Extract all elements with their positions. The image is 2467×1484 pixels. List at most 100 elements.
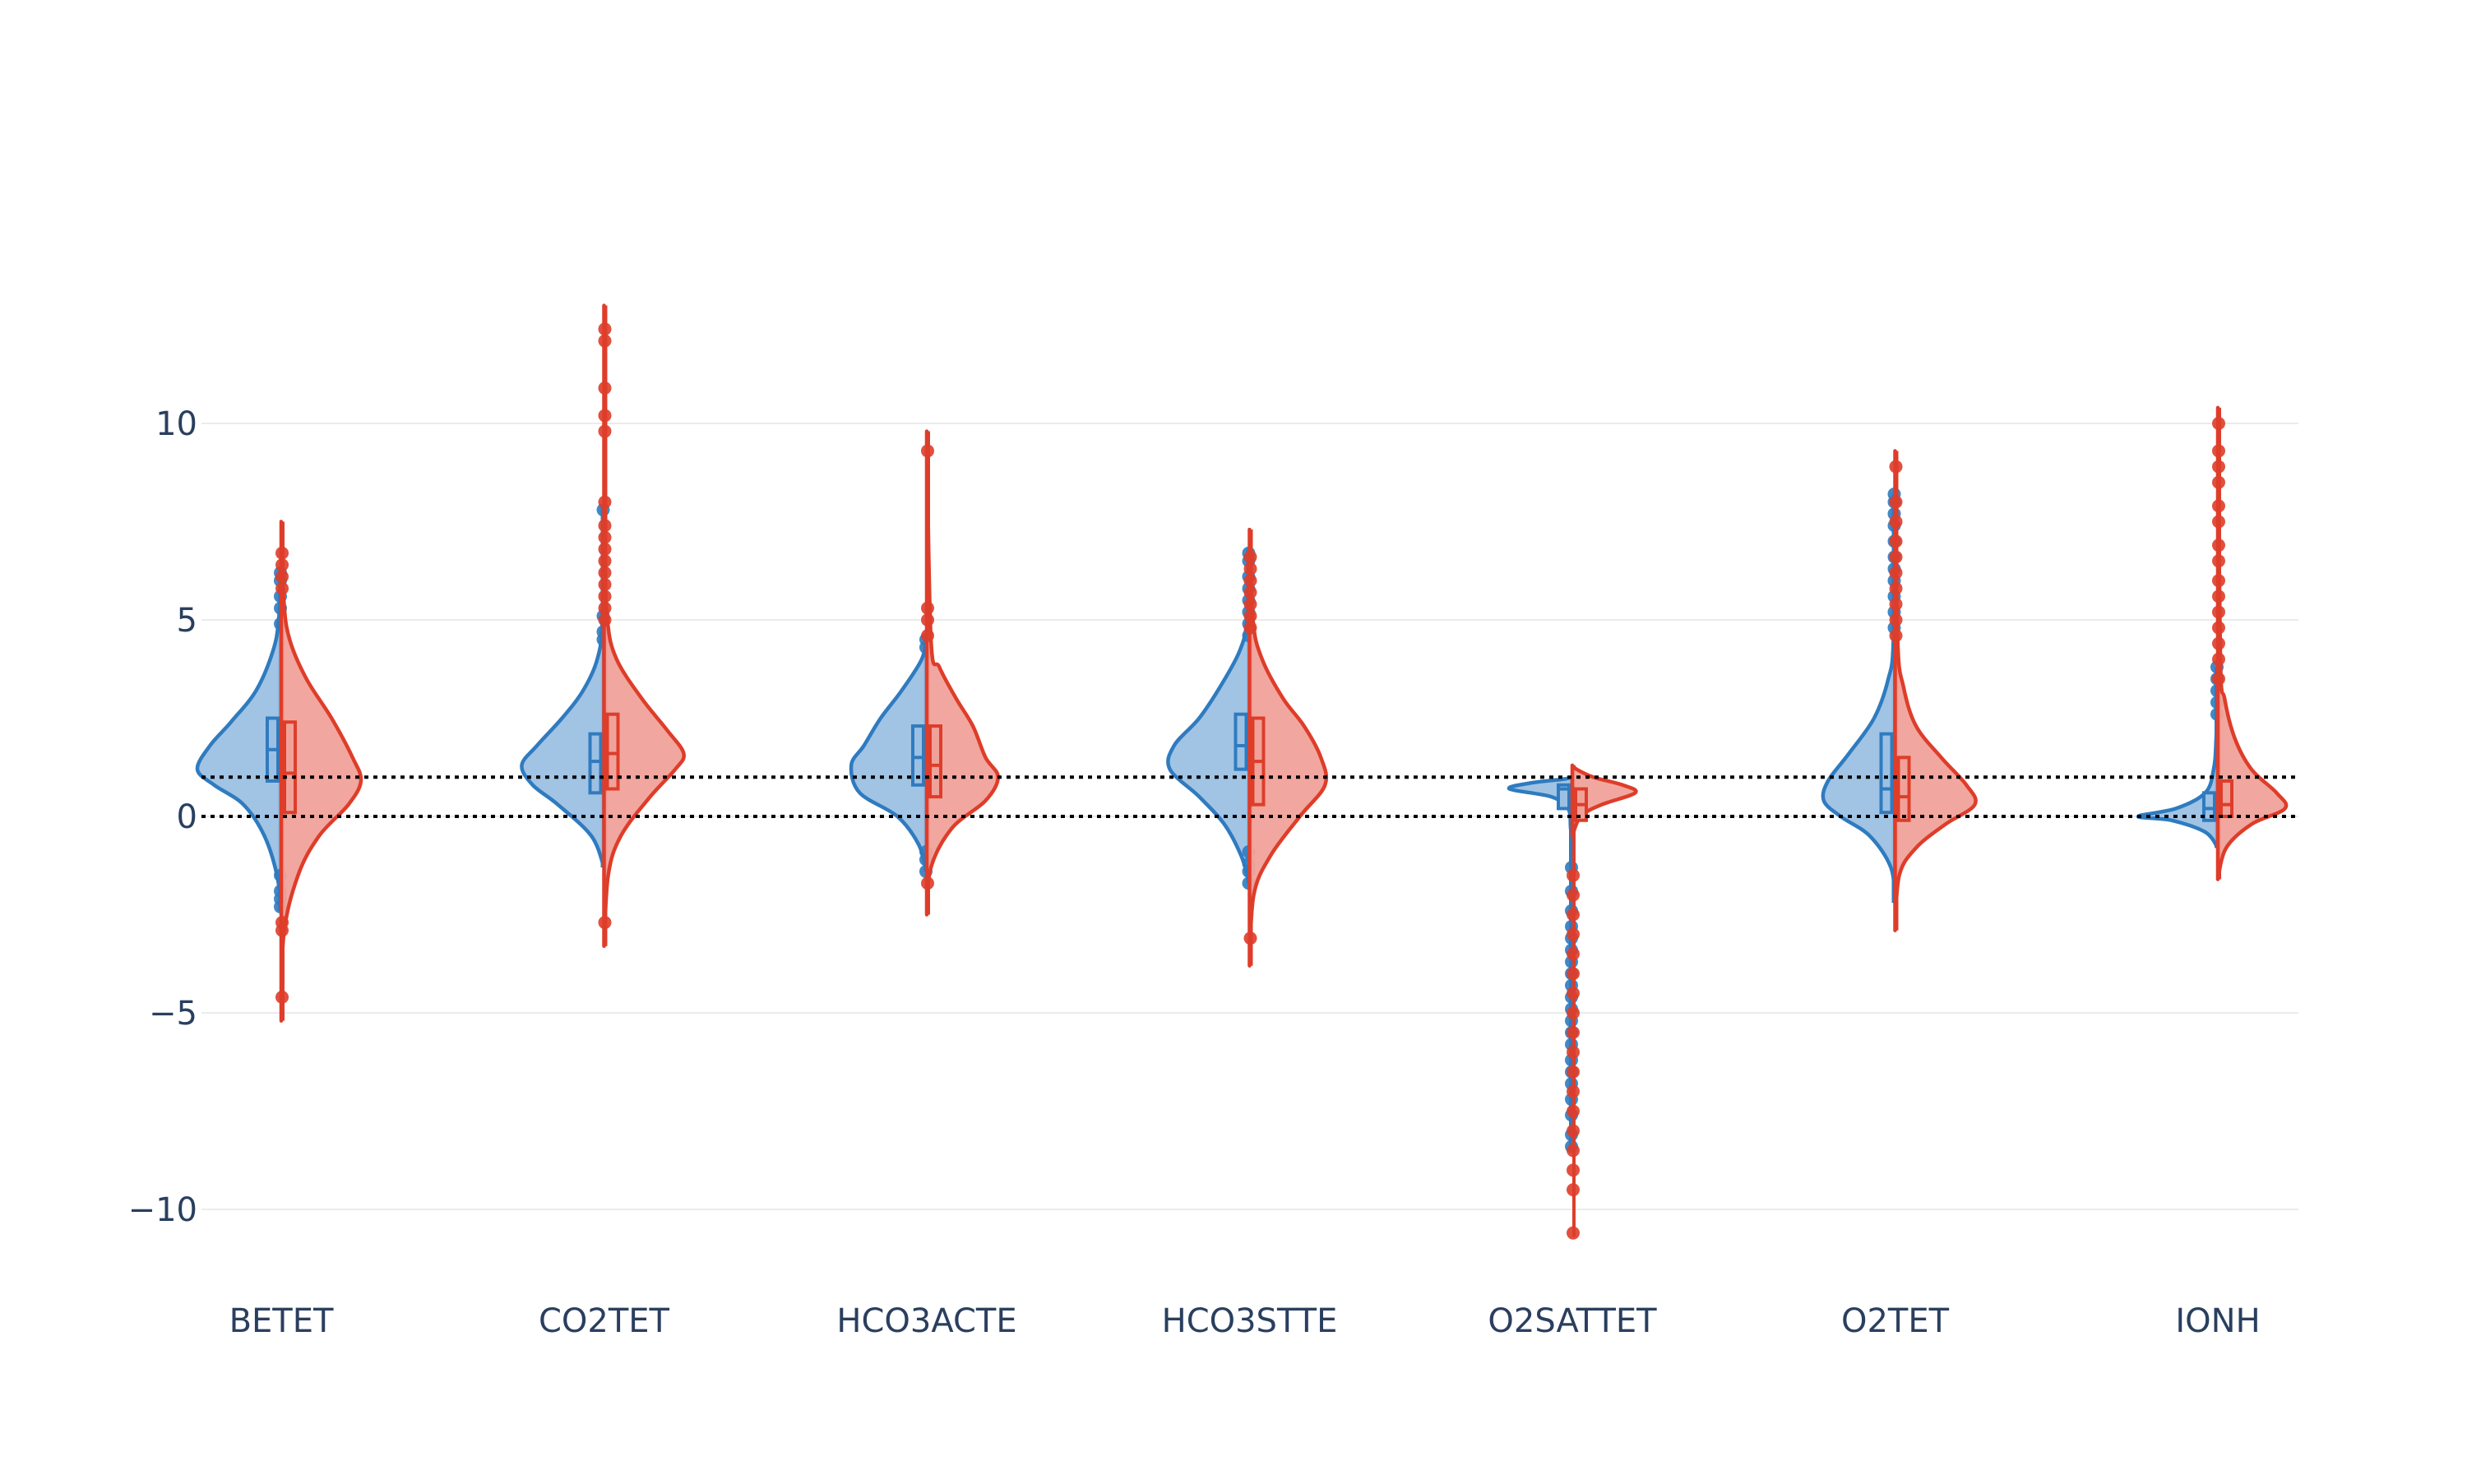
outlier-point [2212,554,2225,568]
outlier-point [2212,605,2225,619]
x-tick-label: O2SATTET [1488,1302,1657,1340]
outlier-point [2212,636,2225,650]
outlier-point [1889,566,1903,580]
violin-density [1247,527,1329,968]
violins [195,303,2289,1240]
violin-density [1893,449,1978,932]
outlier-point [1243,932,1257,945]
outlier-point [1889,550,1903,564]
outlier-point [1567,908,1580,922]
outlier-point [1567,868,1580,882]
outlier-point [1567,1084,1580,1098]
outlier-point [275,990,289,1004]
outlier-point [1567,1226,1580,1240]
outlier-point [1567,1025,1580,1039]
violin-box [588,732,603,795]
outlier-point [598,566,612,580]
violin-box [605,712,620,791]
outlier-point [1567,1163,1580,1177]
outlier-point [1889,597,1903,611]
outlier-point [598,424,612,438]
outlier-point [1243,574,1257,588]
outlier-point [2212,444,2225,458]
violin-density [602,303,686,948]
outlier-point [921,876,934,890]
violin-density [195,566,284,913]
outlier-point [598,577,612,591]
violin-positive-5 [1889,449,1978,932]
y-tick-label: 0 [177,798,197,836]
violin-density [520,504,606,870]
violin-box [2219,779,2233,818]
y-tick-label: 5 [177,602,197,640]
outlier-point [1243,585,1257,599]
violin-positive-3 [1243,527,1329,968]
outlier-point [2212,417,2225,430]
reference-lines [201,775,2298,818]
outlier-point [1567,1065,1580,1079]
outlier-point [2212,621,2225,635]
y-tick-label: −5 [149,995,197,1033]
outlier-point [1243,609,1257,623]
outlier-point [598,916,612,930]
violin-negative-4 [1507,774,1578,1153]
y-tick-label: −10 [128,1191,197,1229]
outlier-point [1889,460,1903,474]
outlier-point [1889,515,1903,529]
outlier-point [275,916,289,930]
violin-negative-1 [520,503,610,870]
outlier-point [275,546,289,560]
outlier-point [1567,1104,1580,1118]
violin-positive-4 [1567,763,1638,1240]
violin-density [279,520,363,1023]
outlier-point [1243,550,1257,564]
outlier-point [2212,574,2225,588]
outlier-point [598,601,612,615]
outlier-point [275,581,289,595]
violin-box [1879,732,1894,815]
outlier-point [598,334,612,348]
outlier-point [2212,652,2225,666]
outlier-point [598,589,612,603]
outlier-point [921,629,934,643]
outlier-point [598,613,612,626]
outlier-point [921,613,934,626]
violin-positive-2 [921,429,1000,917]
outlier-point [1243,597,1257,611]
y-axis-ticks: −10 −5 0 5 10 [128,405,197,1229]
outlier-point [1567,927,1580,941]
violin-positive-1 [598,303,686,948]
x-tick-label: O2TET [1841,1302,1950,1340]
x-tick-label: BETET [229,1302,334,1340]
outlier-point [1889,581,1903,595]
outlier-point [598,495,612,509]
outlier-point [1567,987,1580,1001]
outlier-point [1567,1006,1580,1019]
outlier-point [1567,888,1580,902]
violin-box [911,724,925,787]
violin-density [924,429,1000,917]
x-axis-ticks: BETET CO2TET HCO3ACTE HCO3STTE O2SATTET O2TET… [229,1302,2261,1340]
outlier-point [2212,475,2225,489]
outlier-point [1567,1124,1580,1138]
outlier-point [598,542,612,556]
violin-box [1557,783,1571,811]
outlier-point [2212,539,2225,552]
x-tick-label: HCO3STTE [1162,1302,1338,1340]
outlier-point [1889,629,1903,643]
outlier-point [598,554,612,568]
violin-density [849,633,929,874]
y-tick-label: 10 [155,405,197,443]
outlier-point [2212,589,2225,603]
x-tick-label: CO2TET [539,1302,670,1340]
violin-negative-2 [849,632,933,878]
violin-negative-0 [195,566,287,913]
outlier-point [1889,495,1903,509]
outlier-point [1243,562,1257,576]
outlier-point [2212,499,2225,513]
outlier-point [1889,534,1903,548]
outlier-point [598,381,612,395]
outlier-point [2212,515,2225,529]
